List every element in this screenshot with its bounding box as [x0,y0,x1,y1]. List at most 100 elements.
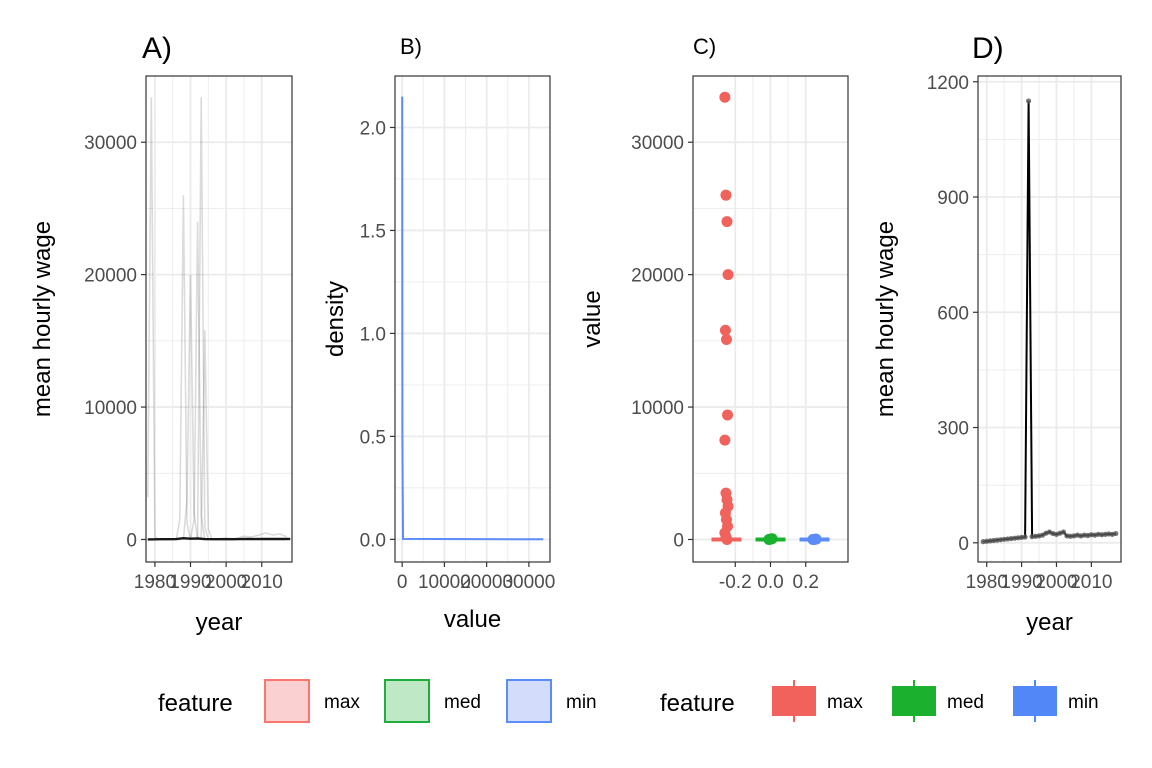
legend-label: min [1068,692,1099,713]
y-tick-label: 900 [937,188,969,209]
y-tick-label: 10000 [631,398,684,419]
data-point [719,434,731,446]
series-line [236,532,287,540]
legend-key [506,679,552,723]
y-tick-label: 300 [937,419,969,440]
y-tick-label: 10000 [84,398,137,419]
legend-title: feature [660,690,735,717]
x-axis-title: year [196,609,243,636]
data-layer [711,91,830,545]
x-tick-label: 30000 [502,572,555,593]
data-point [1060,529,1067,535]
y-tick-label: 1200 [927,73,969,94]
data-point [766,533,778,545]
panel-border [977,75,1122,563]
series-line [182,274,199,540]
y-tick-label: 2.0 [360,118,386,139]
series-line [175,195,192,540]
x-tick-label: 2010 [1070,572,1112,593]
axes: -0.2 0.0 0.2 0 10000 20000 30000 [631,133,819,593]
series-line [200,330,213,540]
y-tick-label: 600 [937,303,969,324]
panel-background [978,76,1121,562]
data-layer [401,96,544,541]
gridlines [978,76,1121,562]
y-tick-label: 0 [958,534,969,555]
legend-item-med: med [892,680,984,722]
x-tick-label: 1980 [134,572,176,593]
legend-key-point [788,695,800,707]
data-point [722,269,734,281]
y-tick-label: 30000 [84,133,137,154]
x-tick-label: 0 [397,572,408,593]
legend-item-med: med [384,679,481,723]
x-tick-label: 10000 [418,572,471,593]
legend-fill: feature max med min [158,679,597,723]
y-tick-label: 20000 [631,266,684,287]
x-tick-label: 2010 [241,572,283,593]
y-tick-label: 1.5 [360,221,386,242]
legend-label: med [947,692,984,713]
data-layer [980,98,1119,545]
legend-item-min: min [506,679,597,723]
data-point [721,533,733,545]
series-line [147,536,291,541]
legend-label: min [566,692,597,713]
data-point [720,334,732,346]
y-axis-title: value [579,290,606,347]
y-tick-label: 0 [673,530,684,551]
y-axis-title: density [322,281,349,357]
legend-label: med [444,692,481,713]
y-axis-title: mean hourly wage [29,221,56,417]
legend-point: feature max med min [660,680,1099,722]
x-tick-label: 0.2 [793,572,819,593]
legend-label: max [324,692,360,713]
y-tick-label: 30000 [631,133,684,154]
panel-tag: D) [972,32,1004,65]
legend-label: max [827,692,863,713]
panel-c: -0.2 0.0 0.2 0 10000 20000 30000 value C) [579,34,849,593]
legend-item-min: min [1013,680,1099,722]
y-tick-label: 20000 [84,266,137,287]
series-line [189,221,206,540]
data-point [1022,534,1028,540]
y-tick-label: 1.0 [360,324,386,345]
y-tick-label: 0.0 [360,530,386,551]
data-layer [147,97,291,541]
x-tick-label: -0.2 [719,572,752,593]
y-tick-label: 0.5 [360,427,386,448]
panel-tag: C) [693,34,716,59]
y-tick-label: 0 [126,530,137,551]
x-tick-label: 0.0 [757,572,783,593]
x-axis-title: year [1026,609,1073,636]
x-tick-label: 2000 [1035,572,1077,593]
legend-key-point [1029,695,1041,707]
data-point [719,324,731,336]
x-axis-title: value [444,606,501,633]
panel-tag: A) [142,32,172,65]
x-tick-label: 20000 [460,572,513,593]
x-tick-label: 1990 [1000,572,1042,593]
panel-tag: B) [400,34,422,59]
legend-title: feature [158,690,233,717]
gridlines [693,76,848,562]
panel-border [145,75,293,563]
panel-border [394,75,551,563]
legend-item-max: max [772,680,863,722]
data-point [1025,98,1032,104]
data-point [720,189,732,201]
legend-item-max: max [264,679,360,723]
data-point [721,216,733,228]
legend-key-point [908,695,920,707]
series-line [196,97,210,540]
legend-key [384,679,430,723]
data-point [722,409,734,421]
panels: 19801990200020100100002000030000yearmean… [29,32,1122,636]
y-axis-title: mean hourly wage [872,221,899,417]
density-line [401,96,544,541]
